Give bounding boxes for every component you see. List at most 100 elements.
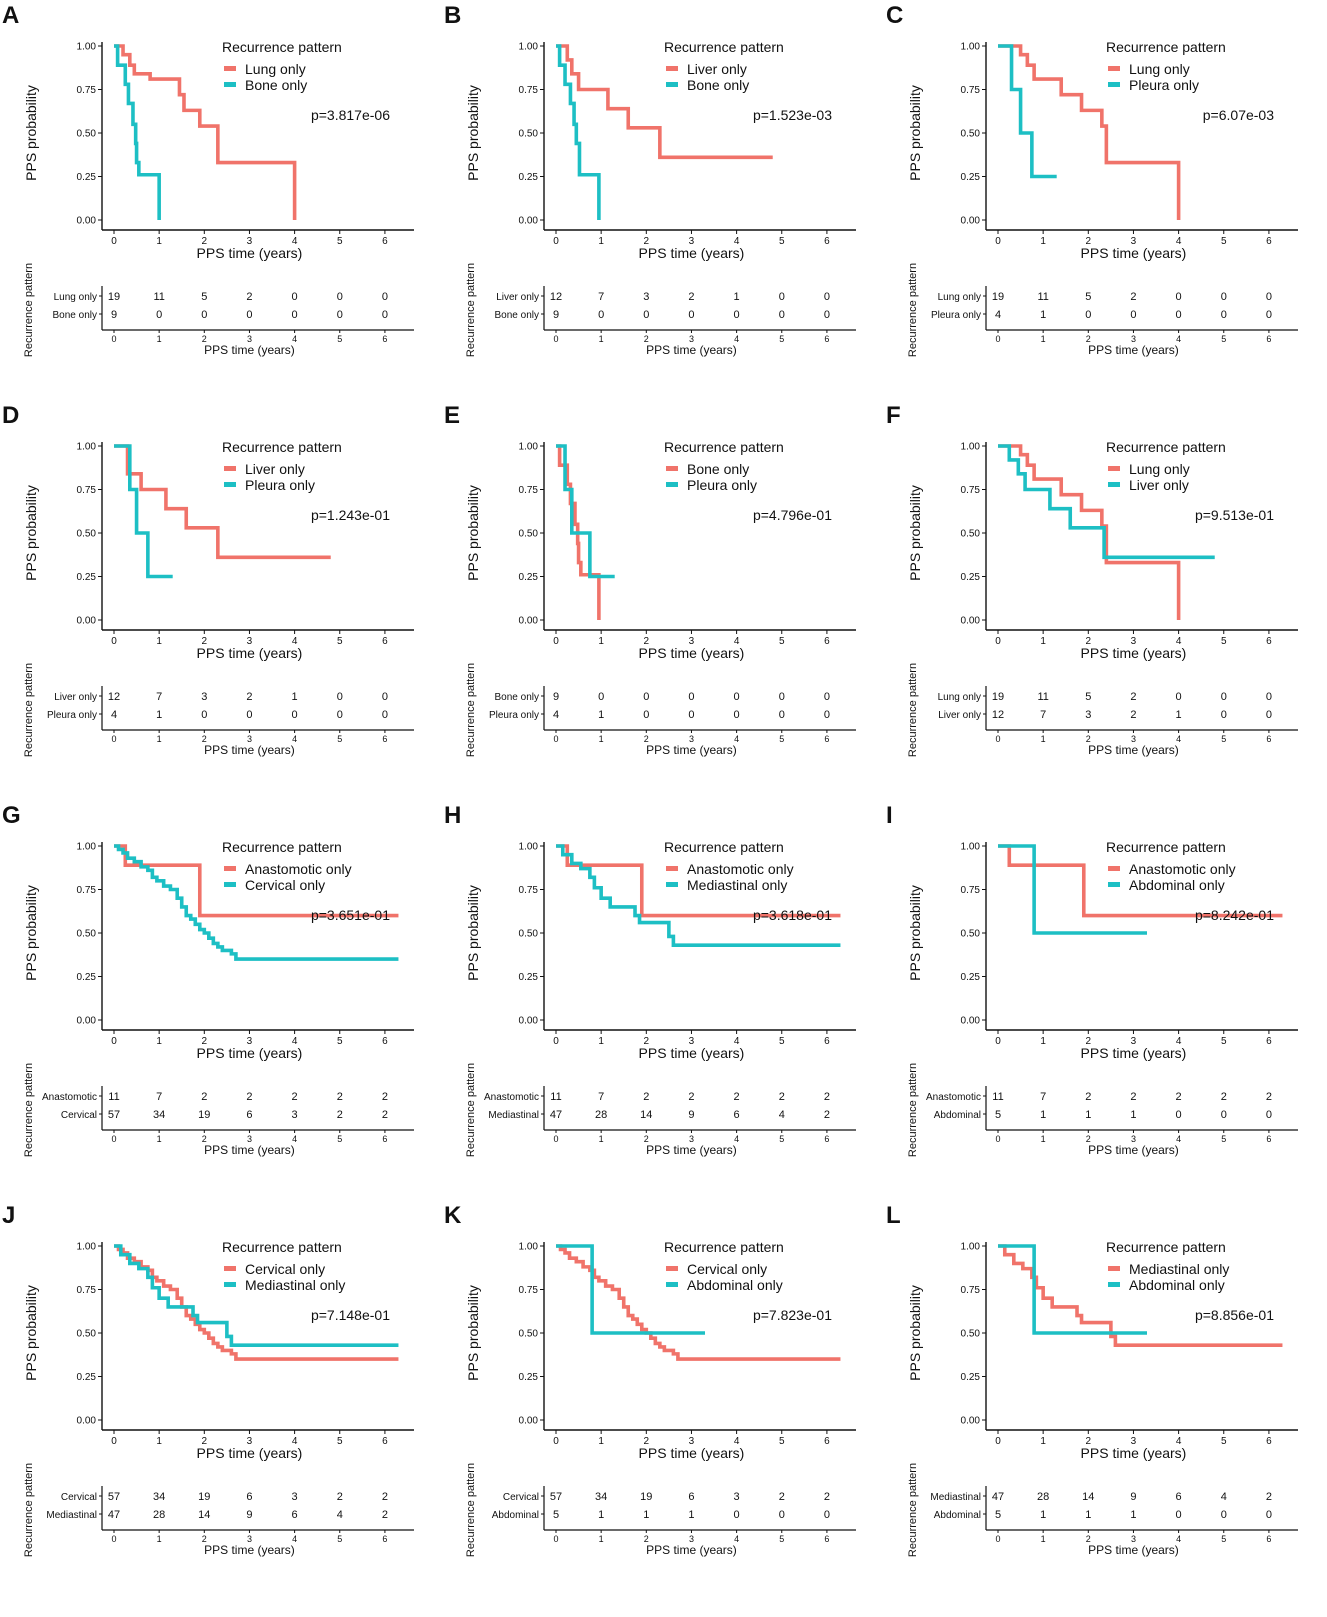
risk-x-title: PPS time (years) xyxy=(1088,1143,1179,1157)
risk-x-tick-label: 4 xyxy=(292,334,297,344)
risk-count: 2 xyxy=(1130,709,1136,721)
p-value-label: p=3.651e-01 xyxy=(311,907,390,923)
x-tick-label: 5 xyxy=(1221,236,1227,247)
risk-count: 0 xyxy=(1085,309,1091,321)
legend-entry: Cervical only xyxy=(245,1261,325,1277)
km-curve-liver-only xyxy=(998,444,1215,560)
risk-count: 5 xyxy=(201,291,207,303)
risk-count: 1 xyxy=(1040,1109,1046,1121)
x-tick-label: 6 xyxy=(1266,1036,1272,1047)
km-panel-L: L 0.00 0.25 0.50 0.75 1.00 0 1 2 3 4 5 6 PPS time (ye… xyxy=(884,1202,1326,1606)
risk-y-title: Recurrence pattern xyxy=(23,1063,35,1157)
km-curve-mediastinal-only xyxy=(556,844,841,947)
panel-label: L xyxy=(886,1202,901,1229)
x-tick-label: 2 xyxy=(1086,636,1092,647)
risk-count: 0 xyxy=(734,1509,740,1521)
x-tick-label: 6 xyxy=(824,1436,830,1447)
km-panel-K: K 0.00 0.25 0.50 0.75 1.00 0 1 2 3 4 5 6 PPS time (ye… xyxy=(442,1202,884,1606)
y-tick-label: 0.00 xyxy=(961,216,981,227)
risk-count: 0 xyxy=(688,691,694,703)
risk-x-tick-label: 0 xyxy=(553,334,558,344)
risk-count: 1 xyxy=(1040,1509,1046,1521)
legend-swatch xyxy=(1108,482,1120,487)
risk-count: 11 xyxy=(992,1091,1003,1103)
x-tick-label: 0 xyxy=(553,236,559,247)
risk-count: 3 xyxy=(1085,709,1091,721)
risk-count: 2 xyxy=(824,1091,830,1103)
y-tick-label: 0.75 xyxy=(77,885,97,896)
risk-x-tick-label: 1 xyxy=(157,334,162,344)
x-tick-label: 2 xyxy=(1086,1036,1092,1047)
y-tick-label: 0.50 xyxy=(961,929,981,940)
y-axis-title: PPS probability xyxy=(907,85,923,181)
km-curve-pleura-only xyxy=(998,44,1057,179)
y-tick-label: 1.00 xyxy=(77,42,97,53)
x-tick-label: 1 xyxy=(156,1436,162,1447)
y-tick-label: 0.75 xyxy=(77,485,97,496)
risk-count: 0 xyxy=(292,309,298,321)
risk-count: 34 xyxy=(153,1491,165,1503)
x-axis-title: PPS time (years) xyxy=(1081,1445,1187,1461)
risk-count: 11 xyxy=(153,291,164,303)
legend-entry: Bone only xyxy=(245,77,307,93)
risk-count: 0 xyxy=(1266,309,1272,321)
risk-count: 2 xyxy=(1130,691,1136,703)
risk-count: 2 xyxy=(688,291,694,303)
risk-row-label: Pleura only xyxy=(47,710,97,721)
y-tick-label: 0.25 xyxy=(77,572,97,583)
risk-x-tick-label: 4 xyxy=(1176,1534,1181,1544)
x-tick-label: 4 xyxy=(734,1036,740,1047)
legend-entry: Anastomotic only xyxy=(687,861,794,877)
legend-entry: Lung only xyxy=(1129,61,1190,77)
risk-y-title: Recurrence pattern xyxy=(465,1063,477,1157)
risk-count: 0 xyxy=(382,691,388,703)
risk-count: 28 xyxy=(595,1109,607,1121)
legend-title: Recurrence pattern xyxy=(664,439,784,455)
risk-y-title: Recurrence pattern xyxy=(465,1463,477,1557)
km-curve-cervical-only xyxy=(556,1244,841,1361)
risk-count: 2 xyxy=(1130,1091,1136,1103)
km-curve-abdominal-only xyxy=(998,1244,1147,1335)
y-tick-label: 0.00 xyxy=(77,1016,97,1027)
risk-count: 0 xyxy=(824,691,830,703)
y-tick-label: 0.00 xyxy=(77,1416,97,1427)
risk-count: 3 xyxy=(292,1491,298,1503)
y-tick-label: 0.75 xyxy=(961,885,981,896)
risk-y-title: Recurrence pattern xyxy=(907,1063,919,1157)
x-tick-label: 5 xyxy=(779,1036,785,1047)
risk-count: 7 xyxy=(598,291,604,303)
km-panel-J: J 0.00 0.25 0.50 0.75 1.00 0 1 2 3 4 5 6 PPS time (ye… xyxy=(0,1202,442,1606)
risk-x-tick-label: 5 xyxy=(337,1534,342,1544)
legend-entry: Liver only xyxy=(245,461,305,477)
panel-label: A xyxy=(2,2,20,29)
risk-x-title: PPS time (years) xyxy=(1088,743,1179,757)
risk-x-tick-label: 4 xyxy=(292,1134,297,1144)
y-tick-label: 0.00 xyxy=(519,1416,539,1427)
risk-count: 47 xyxy=(108,1509,120,1521)
y-tick-label: 0.25 xyxy=(77,972,97,983)
risk-x-tick-label: 2 xyxy=(1086,1534,1091,1544)
risk-x-tick-label: 1 xyxy=(157,1134,162,1144)
risk-x-tick-label: 0 xyxy=(111,334,116,344)
y-axis-title: PPS probability xyxy=(465,885,481,981)
risk-count: 2 xyxy=(1085,1091,1091,1103)
legend-swatch xyxy=(1108,1282,1120,1287)
legend-entry: Pleura only xyxy=(245,477,315,493)
x-axis-title: PPS time (years) xyxy=(639,1445,745,1461)
risk-x-tick-label: 6 xyxy=(1266,1134,1271,1144)
risk-x-tick-label: 1 xyxy=(1041,1134,1046,1144)
risk-count: 57 xyxy=(108,1491,120,1503)
legend-swatch xyxy=(666,82,678,87)
risk-x-tick-label: 5 xyxy=(1221,334,1226,344)
legend-swatch xyxy=(1108,66,1120,71)
risk-count: 0 xyxy=(337,291,343,303)
risk-count: 0 xyxy=(201,709,207,721)
x-tick-label: 3 xyxy=(247,636,253,647)
risk-count: 2 xyxy=(246,1091,252,1103)
legend-entry: Bone only xyxy=(687,77,749,93)
y-tick-label: 0.75 xyxy=(519,485,539,496)
risk-x-tick-label: 3 xyxy=(247,334,252,344)
y-tick-label: 0.50 xyxy=(961,529,981,540)
x-axis-title: PPS time (years) xyxy=(639,645,745,661)
